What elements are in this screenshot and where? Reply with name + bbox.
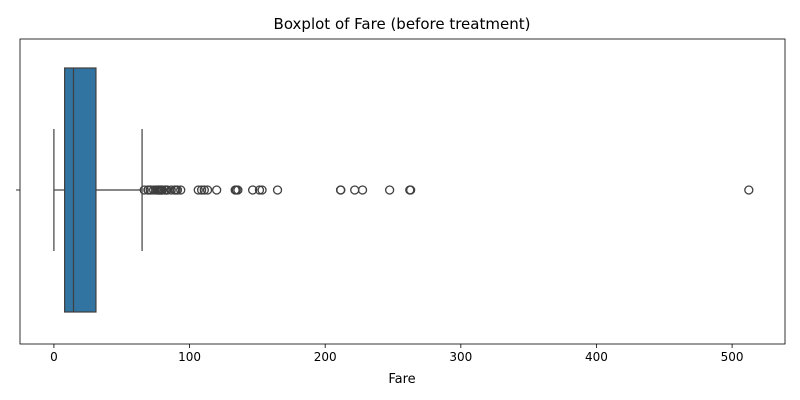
outlier-point: [272, 185, 283, 195]
outlier-point: [157, 185, 168, 195]
outlier-point: [166, 185, 176, 195]
x-axis: 0 100 200 300 400 500: [16, 189, 744, 364]
outlier-point: [336, 185, 346, 195]
outlier-point: [744, 185, 754, 195]
outlier-point: [350, 185, 360, 195]
outlier-point: [357, 185, 368, 195]
x-tick-label: 200: [314, 350, 337, 364]
outlier-point: [176, 185, 186, 195]
plot-marks: [53, 67, 754, 313]
outlier-point: [193, 185, 203, 195]
chart-title: Boxplot of Fare (before treatment): [274, 15, 531, 33]
outlier-point: [254, 185, 265, 195]
outlier-point: [212, 185, 222, 195]
outlier-point: [139, 185, 149, 195]
outlier-point: [199, 185, 209, 195]
outlier-point: [405, 185, 416, 195]
plot-area: [19, 38, 786, 345]
x-tick-label: 100: [178, 350, 201, 364]
iqr-box: [64, 67, 97, 313]
outlier-point: [196, 185, 207, 195]
x-tick-label: 500: [721, 350, 744, 364]
outlier-point: [247, 185, 258, 195]
outlier-point: [257, 185, 267, 195]
x-tick-label: 0: [50, 350, 58, 364]
outlier-point: [172, 185, 183, 195]
x-tick-label: 400: [585, 350, 608, 364]
outlier-point: [384, 185, 395, 195]
outlier-point: [202, 185, 213, 195]
x-tick-label: 300: [449, 350, 472, 364]
x-axis-label: Fare: [388, 372, 415, 387]
outlier-point: [233, 185, 243, 195]
